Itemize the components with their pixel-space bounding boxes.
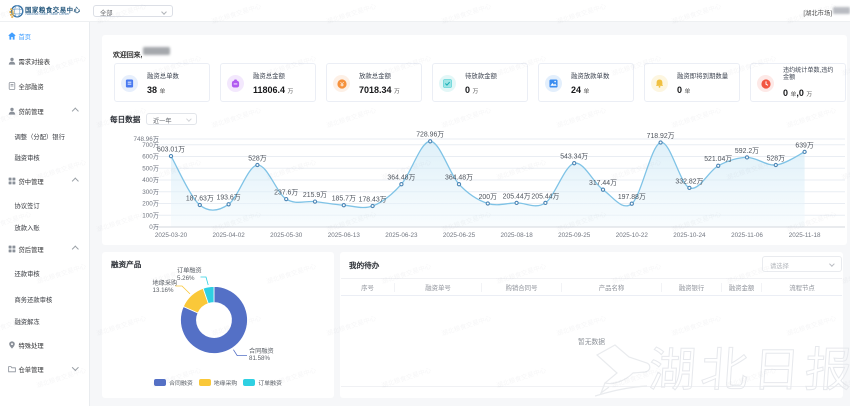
svg-text:178.43万: 178.43万 [359,195,387,203]
svg-text:¥: ¥ [340,81,344,88]
svg-text:200万: 200万 [479,193,497,201]
svg-text:300万: 300万 [142,188,159,196]
svg-text:2025-10-22: 2025-10-22 [616,232,649,239]
svg-text:528万: 528万 [767,154,785,162]
svg-text:332.82万: 332.82万 [675,177,703,185]
svg-text:237.6万: 237.6万 [274,189,298,197]
svg-text:728.96万: 728.96万 [416,131,444,139]
svg-text:2025-09-25: 2025-09-25 [558,232,591,239]
svg-text:0万: 0万 [149,223,159,231]
svg-text:2025-08-18: 2025-08-18 [500,232,533,239]
svg-text:543.34万: 543.34万 [560,153,588,161]
svg-text:592.2万: 592.2万 [735,147,759,155]
svg-text:2025-06-13: 2025-06-13 [328,232,361,239]
svg-text:317.44万: 317.44万 [589,179,617,187]
svg-text:718.92万: 718.92万 [647,132,675,140]
svg-text:639万: 639万 [795,141,813,149]
svg-text:364.48万: 364.48万 [387,174,415,182]
svg-text:215.9万: 215.9万 [303,191,327,199]
svg-text:197.88万: 197.88万 [618,193,646,201]
svg-text:合同融资: 合同融资 [249,347,274,355]
svg-text:2025-10-24: 2025-10-24 [673,232,706,239]
svg-text:5.26%: 5.26% [177,275,195,282]
svg-text:185.7万: 185.7万 [332,195,356,203]
svg-text:2025-11-18: 2025-11-18 [789,232,821,239]
svg-text:364.48万: 364.48万 [445,174,473,182]
svg-text:600万: 600万 [142,153,159,161]
svg-text:地缘采购: 地缘采购 [153,279,178,287]
svg-text:748.96万: 748.96万 [133,135,159,143]
svg-text:400万: 400万 [142,176,159,184]
svg-text:200万: 200万 [142,200,159,208]
svg-text:205.44万: 205.44万 [531,192,559,200]
svg-text:13.16%: 13.16% [153,287,174,294]
svg-text:2025-03-20: 2025-03-20 [155,232,188,239]
svg-text:2025-04-02: 2025-04-02 [212,232,245,239]
svg-text:187.63万: 187.63万 [186,194,214,202]
svg-text:2025-06-23: 2025-06-23 [385,232,418,239]
svg-text:521.04万: 521.04万 [704,155,732,163]
svg-text:2025-11-06: 2025-11-06 [731,232,763,239]
svg-text:603.01万: 603.01万 [157,146,185,154]
svg-text:订单融资: 订单融资 [177,267,202,275]
svg-text:2025-05-30: 2025-05-30 [270,232,303,239]
svg-text:100万: 100万 [142,211,159,219]
svg-text:528万: 528万 [248,154,266,162]
svg-text:2025-06-25: 2025-06-25 [443,232,476,239]
svg-text:700万: 700万 [142,141,159,149]
svg-text:500万: 500万 [142,164,159,172]
svg-text:193.6万: 193.6万 [217,194,241,202]
svg-text:81.58%: 81.58% [249,355,270,362]
svg-text:205.44万: 205.44万 [503,192,531,200]
